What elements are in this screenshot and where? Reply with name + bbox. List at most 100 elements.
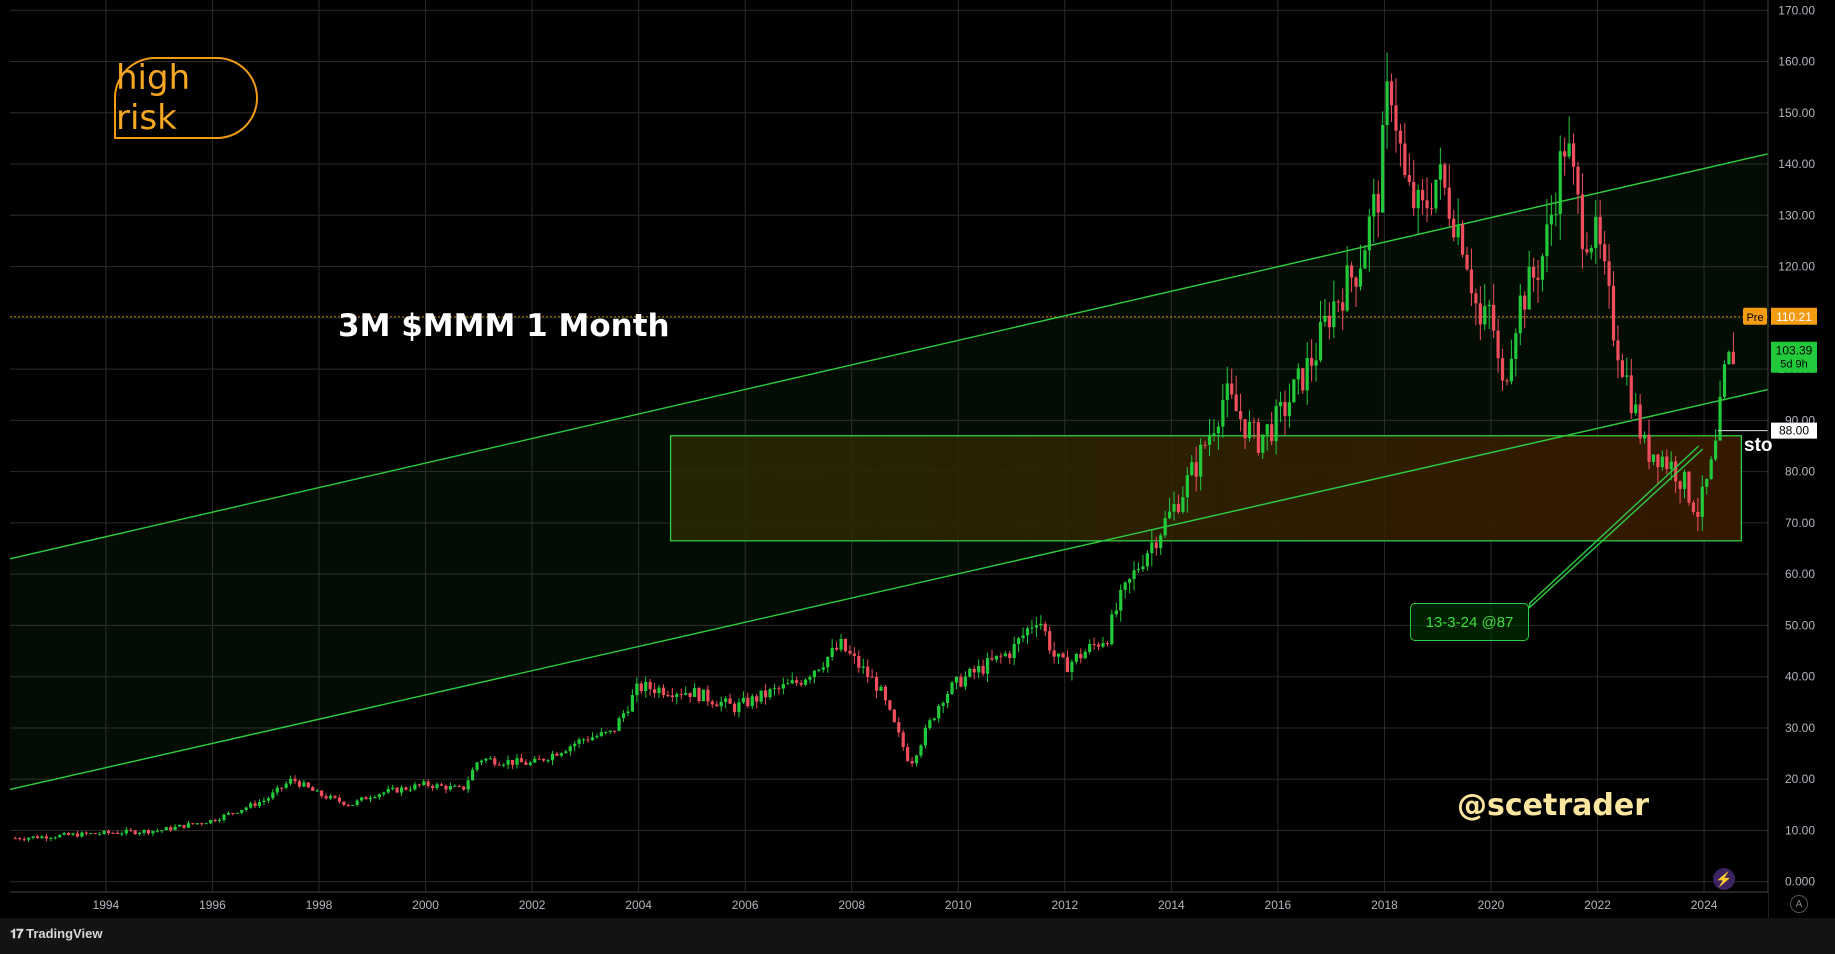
- candle-body: [262, 800, 266, 803]
- candle-body: [1265, 424, 1269, 435]
- candle-body: [1532, 266, 1536, 278]
- candle-body: [524, 762, 528, 765]
- candle-body: [1119, 589, 1123, 611]
- candle-body: [1678, 481, 1682, 489]
- candle-body: [630, 695, 635, 712]
- candle-body: [635, 683, 639, 696]
- candle-body: [399, 787, 404, 793]
- auto-scale-button[interactable]: A: [1790, 895, 1808, 913]
- candle-body: [448, 786, 452, 790]
- candle-body: [857, 655, 861, 668]
- candle-body: [626, 711, 630, 714]
- candle-body: [1088, 644, 1092, 652]
- pre-price-box: [1771, 307, 1817, 325]
- candle-body: [146, 830, 151, 834]
- candle-body: [1354, 277, 1358, 287]
- candle-body: [1722, 364, 1727, 397]
- candle-body: [253, 803, 257, 806]
- candle-body: [1159, 535, 1163, 549]
- candle-body: [204, 823, 208, 825]
- candle-body: [763, 690, 768, 698]
- x-tick-label: 2014: [1158, 898, 1185, 912]
- chart-title: 3M $MMM 1 Month: [338, 308, 670, 344]
- candle-body: [510, 760, 515, 765]
- candle-body: [138, 832, 142, 834]
- y-tick-label: 20.00: [1785, 772, 1815, 786]
- candle-body: [377, 794, 381, 798]
- candle-body: [1527, 266, 1531, 310]
- candle-body: [937, 705, 941, 719]
- price-axis[interactable]: [1768, 0, 1835, 918]
- candle-body: [1114, 610, 1118, 615]
- y-tick-label: 170.00: [1778, 3, 1815, 17]
- candle-body: [1336, 301, 1340, 303]
- candle-body: [1190, 462, 1194, 476]
- candle-body: [1660, 456, 1664, 468]
- candle-body: [657, 687, 661, 694]
- x-tick-label: 2000: [412, 898, 439, 912]
- tradingview-logo[interactable]: 𝟏𝟕 TradingView: [10, 926, 102, 942]
- candle-body: [954, 676, 959, 683]
- candle-body: [692, 688, 697, 697]
- y-tick-label: 80.00: [1785, 465, 1815, 479]
- last-price-box: [1771, 341, 1817, 373]
- candle-body: [346, 804, 350, 806]
- x-tick-label: 2006: [732, 898, 759, 912]
- candle-body: [1363, 250, 1367, 269]
- candle-body: [493, 758, 497, 765]
- candle-body: [488, 758, 492, 760]
- candle-body: [1691, 502, 1696, 512]
- candle-body: [244, 807, 248, 810]
- candle-body: [249, 803, 253, 808]
- lightning-icon[interactable]: ⚡: [1713, 868, 1735, 890]
- candle-body: [1523, 295, 1527, 310]
- candle-body: [790, 680, 794, 684]
- time-axis[interactable]: [0, 892, 1768, 918]
- candle-body: [812, 670, 817, 678]
- candle-body: [1536, 277, 1540, 280]
- candle-body: [324, 796, 328, 799]
- candle-body: [1349, 265, 1354, 278]
- candle-body: [266, 798, 270, 801]
- candle-body: [999, 655, 1003, 657]
- callout-leader: [1527, 445, 1704, 610]
- y-tick-label: 60.00: [1785, 567, 1815, 581]
- candle-body: [994, 655, 999, 660]
- candle-body: [1389, 81, 1394, 106]
- candle-body: [1199, 444, 1203, 477]
- candle-body: [1474, 293, 1478, 304]
- candle-body: [1221, 399, 1225, 427]
- candle-body: [914, 755, 919, 764]
- candle-body: [1048, 631, 1052, 651]
- candle-body: [439, 784, 444, 786]
- candle-body: [102, 830, 106, 834]
- candle-body: [1429, 208, 1434, 210]
- candle-body: [697, 688, 701, 702]
- candle-body: [391, 787, 395, 790]
- candle-body: [222, 814, 226, 820]
- candle-body: [1247, 421, 1252, 439]
- candle-body: [49, 838, 53, 840]
- candle-body: [422, 781, 426, 785]
- candle-body: [120, 833, 124, 835]
- candle-body: [928, 720, 932, 729]
- candle-body: [1620, 360, 1624, 377]
- candle-body: [741, 697, 745, 703]
- candle-body: [1465, 254, 1469, 270]
- candle-body: [661, 687, 666, 695]
- candle-body: [1594, 216, 1598, 248]
- candle-body: [1603, 244, 1607, 262]
- candle-body: [284, 783, 288, 788]
- candle-body: [231, 813, 235, 815]
- candle-body: [972, 668, 976, 673]
- candle-body: [151, 831, 155, 834]
- candle-body: [1571, 143, 1576, 167]
- candle-body: [1225, 383, 1229, 400]
- candle-body: [821, 667, 825, 670]
- candle-body: [1305, 358, 1309, 391]
- candle-body: [688, 692, 692, 697]
- candle-body: [124, 829, 128, 834]
- candle-body: [1416, 189, 1420, 209]
